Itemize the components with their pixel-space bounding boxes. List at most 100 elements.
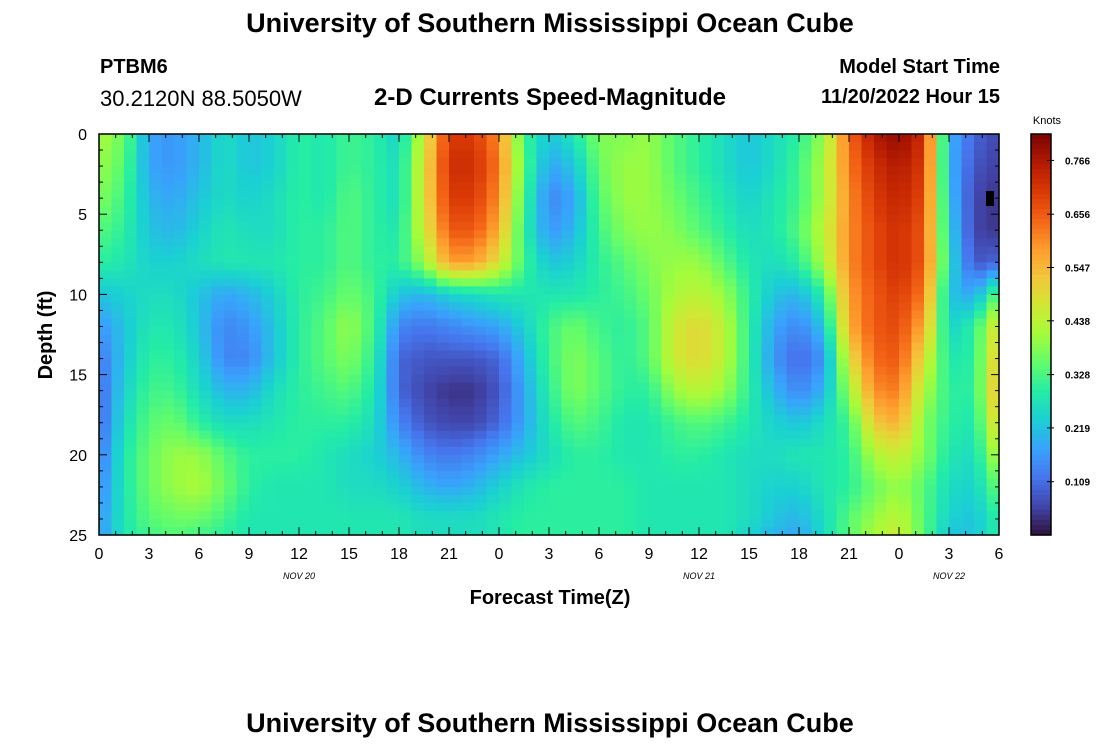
heatmap-cell (961, 190, 975, 199)
heatmap-cell (686, 142, 700, 151)
heatmap-cell (336, 494, 350, 504)
heatmap-cell (236, 454, 250, 464)
heatmap-cell (111, 406, 125, 416)
heatmap-cell (199, 462, 213, 472)
colorbar-segment (1031, 514, 1051, 521)
heatmap-cell (549, 478, 563, 488)
heatmap-cell (199, 430, 213, 440)
heatmap-cell (486, 278, 500, 287)
heatmap-cell (786, 422, 800, 432)
heatmap-cell (924, 318, 938, 328)
heatmap-cell (249, 422, 263, 432)
heatmap-cell (749, 414, 763, 424)
heatmap-cell (449, 238, 463, 247)
heatmap-cell (536, 310, 550, 320)
heatmap-cell (736, 374, 750, 384)
heatmap-cell (436, 438, 450, 448)
heatmap-cell (261, 502, 275, 512)
heatmap-cell (624, 214, 638, 223)
heatmap-cell (949, 214, 963, 223)
heatmap-cell (849, 406, 863, 416)
heatmap-cell (599, 510, 613, 520)
heatmap-cell (211, 454, 225, 464)
heatmap-cell (249, 358, 263, 368)
heatmap-cell (349, 142, 363, 151)
heatmap-cell (911, 470, 925, 480)
heatmap-cell (736, 502, 750, 512)
heatmap-cell (611, 254, 625, 263)
heatmap-cell (849, 238, 863, 247)
heatmap-cell (499, 166, 513, 175)
heatmap-cell (974, 222, 988, 231)
heatmap-cell (549, 334, 563, 344)
heatmap-cell (274, 366, 288, 376)
heatmap-cell (161, 206, 175, 215)
heatmap-cell (949, 438, 963, 448)
heatmap-cell (411, 254, 425, 263)
heatmap-cell (574, 150, 588, 159)
heatmap-cell (911, 366, 925, 376)
heatmap-cell (599, 422, 613, 432)
heatmap-cell (536, 198, 550, 207)
heatmap-cell (399, 230, 413, 239)
heatmap-cell (899, 478, 913, 488)
heatmap-cell (249, 190, 263, 199)
heatmap-cell (824, 502, 838, 512)
colorbar-segment (1031, 279, 1051, 285)
heatmap-cell (649, 254, 663, 263)
heatmap-cell (249, 230, 263, 239)
heatmap-cell (586, 334, 600, 344)
heatmap-cell (299, 270, 313, 279)
heatmap-cell (536, 350, 550, 360)
heatmap-cell (574, 398, 588, 408)
heatmap-cell (211, 358, 225, 368)
heatmap-cell (824, 486, 838, 496)
heatmap-cell (799, 326, 813, 336)
heatmap-cell (874, 214, 888, 223)
heatmap-cell (336, 366, 350, 376)
heatmap-cell (324, 334, 338, 344)
heatmap-cell (874, 222, 888, 231)
heatmap-cell (536, 430, 550, 440)
heatmap-cell (361, 174, 375, 183)
heatmap-cell (424, 254, 438, 263)
heatmap-cell (249, 454, 263, 464)
heatmap-cell (424, 406, 438, 416)
heatmap-cell (674, 238, 688, 247)
heatmap-cell (749, 158, 763, 167)
heatmap-cell (349, 510, 363, 520)
heatmap-cell (324, 174, 338, 183)
heatmap-cell (399, 382, 413, 392)
heatmap-cell (861, 286, 875, 295)
heatmap-cell (486, 358, 500, 368)
heatmap-cell (524, 382, 538, 392)
heatmap-cell (911, 430, 925, 440)
heatmap-cell (274, 446, 288, 456)
heatmap-cell (399, 294, 413, 304)
heatmap-cell (411, 446, 425, 456)
heatmap-cell (424, 166, 438, 175)
heatmap-cell (499, 398, 513, 408)
heatmap-cell (399, 510, 413, 520)
heatmap-cell (499, 430, 513, 440)
heatmap-cell (961, 414, 975, 424)
heatmap-cell (311, 318, 325, 328)
heatmap-cell (911, 462, 925, 472)
heatmap-cell (549, 158, 563, 167)
heatmap-cell (136, 270, 150, 279)
heatmap-cell (249, 302, 263, 312)
heatmap-cell (424, 174, 438, 183)
heatmap-cell (311, 422, 325, 432)
heatmap-cell (174, 406, 188, 416)
heatmap-cell (436, 486, 450, 496)
heatmap-cell (411, 182, 425, 191)
heatmap-cell (186, 518, 200, 528)
heatmap-cell (749, 526, 763, 536)
heatmap-cell (186, 214, 200, 223)
heatmap-cell (799, 190, 813, 199)
heatmap-cell (136, 206, 150, 215)
heatmap-cell (199, 174, 213, 183)
heatmap-cell (974, 190, 988, 199)
heatmap-cell (949, 246, 963, 255)
colorbar-segment (1031, 329, 1051, 336)
